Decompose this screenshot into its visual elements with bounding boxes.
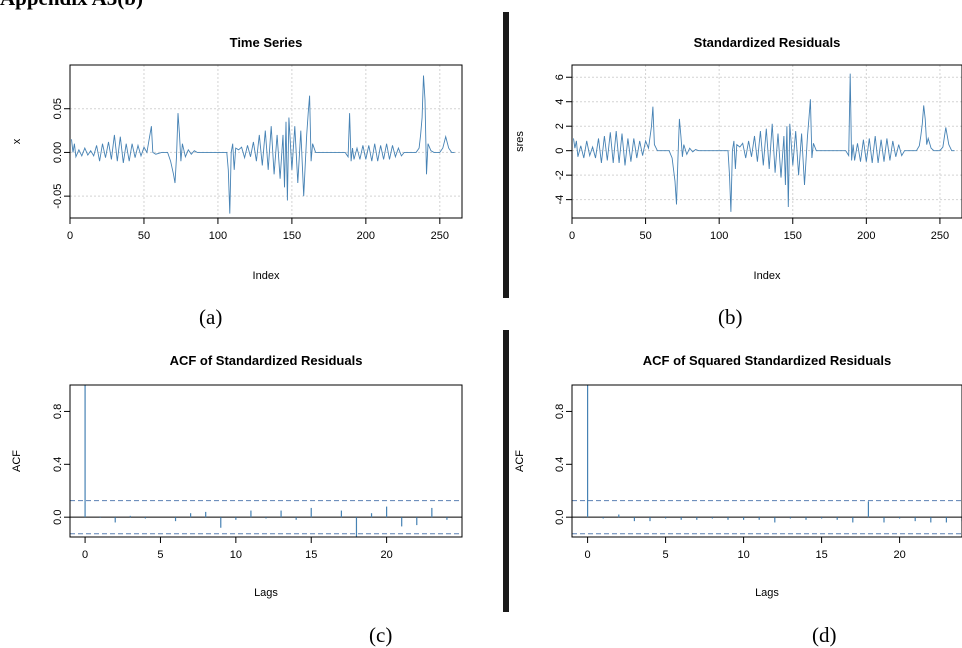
chart-title: Standardized Residuals xyxy=(694,35,841,50)
y-tick-label: 0.8 xyxy=(554,404,566,419)
x-tick-label: 20 xyxy=(380,549,392,561)
x-tick-label: 100 xyxy=(710,230,728,242)
caption-a: (a) xyxy=(199,305,223,329)
appendix-heading: Appendix A3(b) xyxy=(0,0,143,11)
x-axis-label: Index xyxy=(754,270,781,282)
x-tick-label: 20 xyxy=(893,549,905,561)
y-tick-label: 0.4 xyxy=(554,457,566,472)
y-axis-label: x xyxy=(11,138,23,144)
y-tick-label: 2 xyxy=(554,123,566,129)
y-tick-label: -0.05 xyxy=(52,184,64,209)
x-tick-label: 250 xyxy=(931,230,949,242)
x-tick-label: 150 xyxy=(784,230,802,242)
plot-frame xyxy=(571,64,962,219)
y-tick-label: -2 xyxy=(554,170,566,180)
y-tick-label: 0.05 xyxy=(52,98,64,119)
x-axis-label: Index xyxy=(253,270,280,282)
x-tick-label: 0 xyxy=(585,549,591,561)
x-tick-label: 200 xyxy=(857,230,875,242)
x-tick-label: 50 xyxy=(138,230,150,242)
plot-frame xyxy=(571,384,962,538)
chart-title: Time Series xyxy=(230,35,303,50)
caption-c: (c) xyxy=(369,623,393,647)
x-tick-label: 5 xyxy=(663,549,669,561)
x-tick-label: 200 xyxy=(357,230,375,242)
y-tick-label: 0.8 xyxy=(52,404,64,419)
x-tick-label: 15 xyxy=(815,549,827,561)
series-line xyxy=(71,75,455,214)
y-axis-label: ACF xyxy=(514,450,526,472)
x-axis-label: Lags xyxy=(755,587,779,599)
chart-title: ACF of Squared Standardized Residuals xyxy=(643,353,892,368)
vertical-divider-bottom xyxy=(503,330,509,612)
y-tick-label: -4 xyxy=(554,195,566,205)
caption-b: (b) xyxy=(718,305,743,329)
y-tick-label: 6 xyxy=(554,74,566,80)
y-tick-label: 0.0 xyxy=(554,510,566,525)
x-tick-label: 100 xyxy=(209,230,227,242)
vertical-divider-top xyxy=(503,12,509,298)
x-tick-label: 0 xyxy=(67,230,73,242)
y-tick-label: 0.00 xyxy=(52,142,64,163)
y-tick-label: 0.4 xyxy=(52,457,64,472)
x-tick-label: 50 xyxy=(639,230,651,242)
x-axis-label: Lags xyxy=(254,587,278,599)
x-tick-label: 10 xyxy=(737,549,749,561)
x-tick-label: 250 xyxy=(431,230,449,242)
y-tick-label: 0.0 xyxy=(52,510,64,525)
caption-d: (d) xyxy=(812,623,837,647)
x-tick-label: 0 xyxy=(569,230,575,242)
x-tick-label: 150 xyxy=(283,230,301,242)
plot-frame xyxy=(69,384,463,538)
y-tick-label: 0 xyxy=(554,148,566,154)
y-tick-label: 4 xyxy=(554,99,566,105)
y-axis-label: ACF xyxy=(11,450,23,472)
x-tick-label: 0 xyxy=(82,549,88,561)
x-tick-label: 5 xyxy=(157,549,163,561)
x-tick-label: 15 xyxy=(305,549,317,561)
y-axis-label: sres xyxy=(514,131,526,152)
series-line xyxy=(573,73,955,212)
chart-title: ACF of Standardized Residuals xyxy=(170,353,363,368)
plot-frame xyxy=(69,64,463,219)
x-tick-label: 10 xyxy=(230,549,242,561)
